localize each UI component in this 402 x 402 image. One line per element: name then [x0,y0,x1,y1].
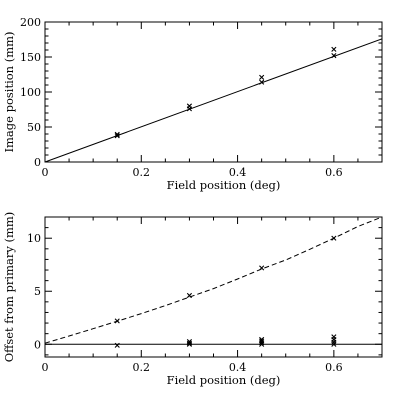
x-tick-label: 0.2 [133,166,151,179]
data-point [186,292,193,299]
data-point [331,53,337,59]
data-point [259,79,265,85]
data-point [186,339,193,345]
data-point [114,133,120,139]
data-point [259,74,265,80]
data-point [114,131,120,137]
x-tick-label: 0.2 [133,361,151,374]
y-tick-label: 50 [27,121,41,134]
x-tick-label: 0 [42,166,49,179]
y-tick-label: 100 [20,86,41,99]
x-axis-title: Field position (deg) [167,178,281,192]
data-point [186,340,193,346]
y-tick-label: 5 [34,285,41,298]
data-point [331,341,337,347]
data-point [186,103,193,109]
data-point [331,46,337,52]
y-tick-label: 10 [27,232,41,245]
y-axis-title: Image position (mm) [2,31,16,152]
plot-frame [44,21,383,163]
plot-frame [44,216,383,358]
y-axis-title: Offset from primary (mm) [2,212,16,363]
bottom-panel-offset-from-primary: 0 0.2 0.4 0.6 0 5 10 Field position (deg) Offset… [2,212,383,387]
x-tick-label: 0.6 [325,361,343,374]
data-point [259,265,265,271]
x-tick-label: 0 [42,361,49,374]
data-point [114,318,120,324]
top-panel-image-position: 0 0.2 0.4 0.6 0 50 100 150 200 Field position (de… [2,16,383,192]
dashed-trend-curve [44,216,383,344]
y-tick-label: 200 [20,16,41,29]
data-point [331,334,337,340]
x-axis-title: Field position (deg) [167,373,281,387]
x-tick-label: 0.6 [325,166,343,179]
data-point [259,338,265,344]
y-tick-label: 0 [34,338,41,351]
data-point [331,235,337,241]
y-tick-label: 0 [34,156,41,169]
x-tick-label: 0.4 [229,361,247,374]
x-tick-label: 0.4 [229,166,247,179]
data-point [114,342,120,348]
data-point [259,336,265,343]
y-tick-label: 150 [20,51,41,64]
fit-line [44,38,383,163]
